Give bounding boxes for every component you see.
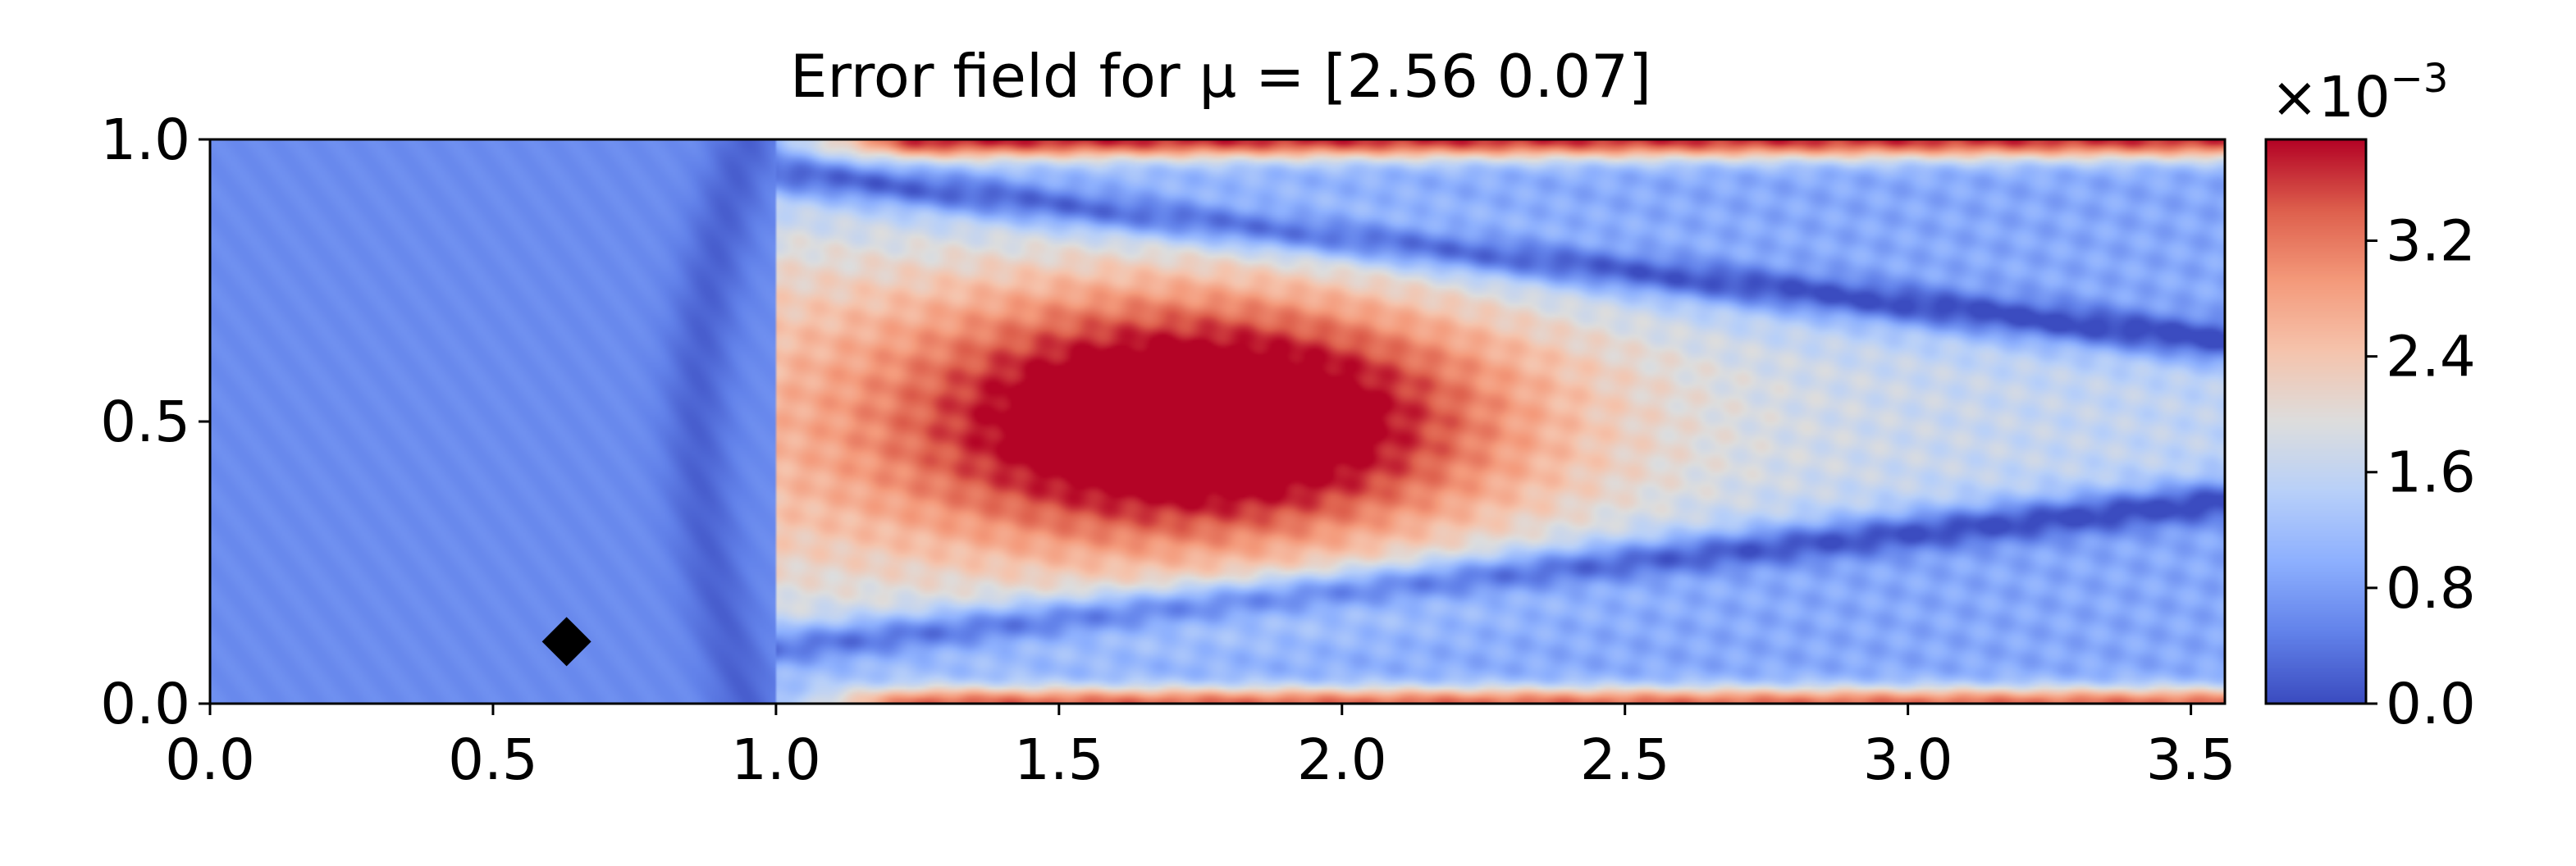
y-tick-label: 0.0: [100, 672, 190, 737]
colorbar-frame: [2264, 138, 2368, 705]
y-tick-label: 1.0: [100, 107, 190, 173]
y-axis: 0.0 0.5 1.0: [100, 107, 210, 737]
chart-title: Error field for μ = [2.56 0.07]: [790, 42, 1651, 111]
colorbar-tick-label: 0.8: [2386, 556, 2476, 622]
x-tick-label: 0.5: [448, 727, 538, 793]
x-tick-label: 2.5: [1580, 727, 1670, 793]
x-tick-label: 3.0: [1863, 727, 1953, 793]
x-tick-label: 1.0: [731, 727, 821, 793]
y-tick-label: 0.5: [100, 390, 190, 455]
colorbar-tick-label: 1.6: [2386, 440, 2476, 506]
colorbar-scale-label: ×10−3: [2271, 56, 2448, 130]
colorbar: 0.0 0.8 1.6 2.4 3.2 ×10−3: [2264, 56, 2476, 737]
colorbar-tick-label: 2.4: [2386, 325, 2476, 390]
error-field-heatmap: [210, 139, 2225, 704]
x-tick-label: 3.5: [2146, 727, 2236, 793]
colorbar-scale-exponent: −3: [2391, 56, 2449, 102]
x-tick-label: 2.0: [1297, 727, 1387, 793]
x-axis: 0.0 0.5 1.0 1.5 2.0 2.5 3.0 3.5: [165, 704, 2236, 793]
colorbar-tick-label: 3.2: [2386, 208, 2476, 274]
x-tick-label: 1.5: [1014, 727, 1104, 793]
x-tick-label: 0.0: [165, 727, 255, 793]
colorbar-gradient: [2266, 139, 2366, 704]
colorbar-scale-base: ×10: [2271, 65, 2391, 130]
colorbar-tick-label: 0.0: [2386, 672, 2476, 737]
plot-area: [208, 138, 2227, 705]
colorbar-ticks: 0.0 0.8 1.6 2.4 3.2: [2366, 208, 2476, 737]
diamond-marker: [541, 617, 591, 667]
